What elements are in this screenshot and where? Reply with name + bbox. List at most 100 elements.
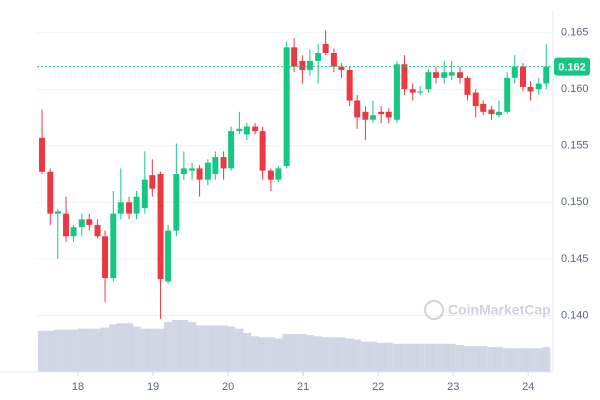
volume-bar xyxy=(361,341,370,372)
volume-bar xyxy=(179,320,188,372)
volume-bar xyxy=(384,342,393,372)
volume-bar xyxy=(77,328,86,372)
candle-body xyxy=(322,43,329,53)
volume-bar xyxy=(219,325,228,372)
candle-body xyxy=(252,126,259,132)
candle-body xyxy=(70,227,77,237)
volume-bar xyxy=(526,348,535,372)
candle-body xyxy=(228,131,235,169)
volume-bar xyxy=(534,348,543,372)
volume-bar xyxy=(400,343,409,372)
volume-bar xyxy=(69,329,78,372)
volume-bar xyxy=(100,327,110,372)
x-tick-label: 23 xyxy=(447,381,459,393)
candle-body xyxy=(78,219,85,228)
volume-bar xyxy=(148,328,157,372)
volume-bar xyxy=(46,330,55,372)
candle-body xyxy=(126,202,133,214)
candle-body xyxy=(157,174,164,280)
volume-bar xyxy=(282,334,291,372)
volume-bar xyxy=(440,343,449,372)
candle-body xyxy=(362,111,369,120)
candle-body xyxy=(385,111,392,118)
last-price-label: 0.162 xyxy=(558,61,586,73)
watermark-text: CoinMarketCap xyxy=(448,302,551,318)
candle-body xyxy=(94,224,101,237)
volume-bar xyxy=(377,342,386,372)
candle-body xyxy=(259,131,266,171)
candle-body xyxy=(354,100,361,118)
candle-body xyxy=(369,115,376,120)
candle-body xyxy=(267,170,274,180)
volume-bar xyxy=(266,337,276,372)
volume-bar xyxy=(314,336,323,372)
candle-body xyxy=(535,83,542,90)
volume-bar xyxy=(463,346,472,372)
candle-body xyxy=(236,128,243,132)
candle-body xyxy=(315,52,322,61)
candle-body xyxy=(417,91,424,93)
x-tick-label: 19 xyxy=(147,381,159,393)
candle-body xyxy=(488,109,495,115)
volume-bar xyxy=(494,347,504,372)
volume-bar xyxy=(203,325,212,372)
candle-body xyxy=(448,72,455,76)
x-tick-label: 20 xyxy=(222,381,234,393)
volume-bar xyxy=(211,325,220,372)
volume-bar xyxy=(53,329,62,372)
candle-body xyxy=(102,236,109,279)
candle-body xyxy=(63,213,70,237)
volume-bar xyxy=(510,348,519,372)
candle-body xyxy=(432,72,439,78)
candle-body xyxy=(243,126,250,135)
candle-body xyxy=(464,77,471,95)
candles xyxy=(39,30,550,319)
candle-body xyxy=(401,64,408,90)
volume-bars xyxy=(37,320,551,372)
volume-bar xyxy=(250,336,260,372)
volume-bar xyxy=(329,337,339,372)
candle-body xyxy=(291,47,298,67)
candle-body xyxy=(149,175,156,189)
volume-bar xyxy=(140,328,149,372)
y-tick-label: 0.155 xyxy=(561,140,589,152)
candle-body xyxy=(220,157,227,169)
volume-bar xyxy=(93,328,102,372)
candle-body xyxy=(441,72,448,78)
candle-body xyxy=(110,213,117,279)
y-tick-label: 0.140 xyxy=(561,309,589,321)
candle-body xyxy=(472,92,479,107)
volume-bar xyxy=(353,339,362,372)
volume-bar xyxy=(242,333,251,372)
volume-bar xyxy=(163,322,173,372)
volume-bar xyxy=(298,334,307,372)
candle-body xyxy=(378,111,385,115)
candle-body xyxy=(117,202,124,214)
candle-body xyxy=(425,72,432,90)
x-tick-label: 22 xyxy=(372,381,384,393)
candle-body xyxy=(495,111,502,116)
candle-body xyxy=(283,47,290,167)
volume-bar xyxy=(431,343,441,372)
volume-bar xyxy=(61,329,71,372)
y-tick-label: 0.165 xyxy=(561,27,589,39)
x-tick-label: 24 xyxy=(522,381,534,393)
candle-body xyxy=(165,230,172,282)
candle-body xyxy=(543,66,550,84)
y-tick-label: 0.145 xyxy=(561,253,589,265)
candle-body xyxy=(180,168,187,175)
volume-bar xyxy=(368,341,378,372)
candle-body xyxy=(47,171,54,214)
candle-body xyxy=(173,174,180,231)
volume-bar xyxy=(479,346,488,372)
volume-bar xyxy=(455,344,465,372)
volume-bar xyxy=(226,326,236,372)
volume-bar xyxy=(187,322,197,372)
volume-bar xyxy=(408,343,417,372)
volume-bar xyxy=(274,338,283,372)
volume-bar xyxy=(416,343,425,372)
volume-bar xyxy=(235,328,244,372)
candle-body xyxy=(133,196,140,214)
candle-body xyxy=(141,179,148,208)
